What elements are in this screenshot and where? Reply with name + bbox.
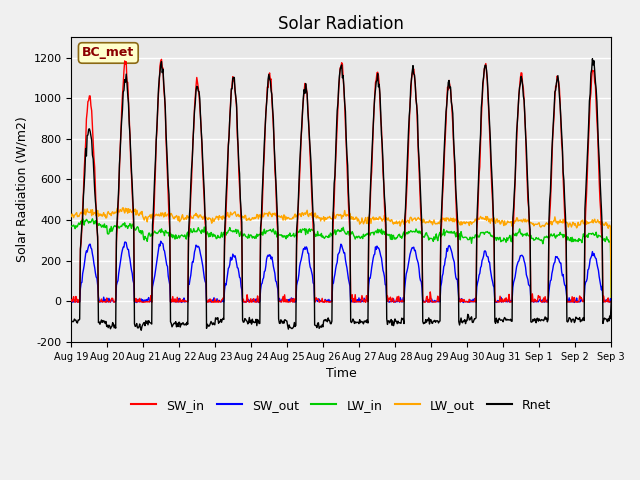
X-axis label: Time: Time: [326, 367, 356, 380]
Y-axis label: Solar Radiation (W/m2): Solar Radiation (W/m2): [15, 117, 28, 263]
Legend: SW_in, SW_out, LW_in, LW_out, Rnet: SW_in, SW_out, LW_in, LW_out, Rnet: [126, 394, 556, 417]
Text: BC_met: BC_met: [82, 47, 134, 60]
Title: Solar Radiation: Solar Radiation: [278, 15, 404, 33]
